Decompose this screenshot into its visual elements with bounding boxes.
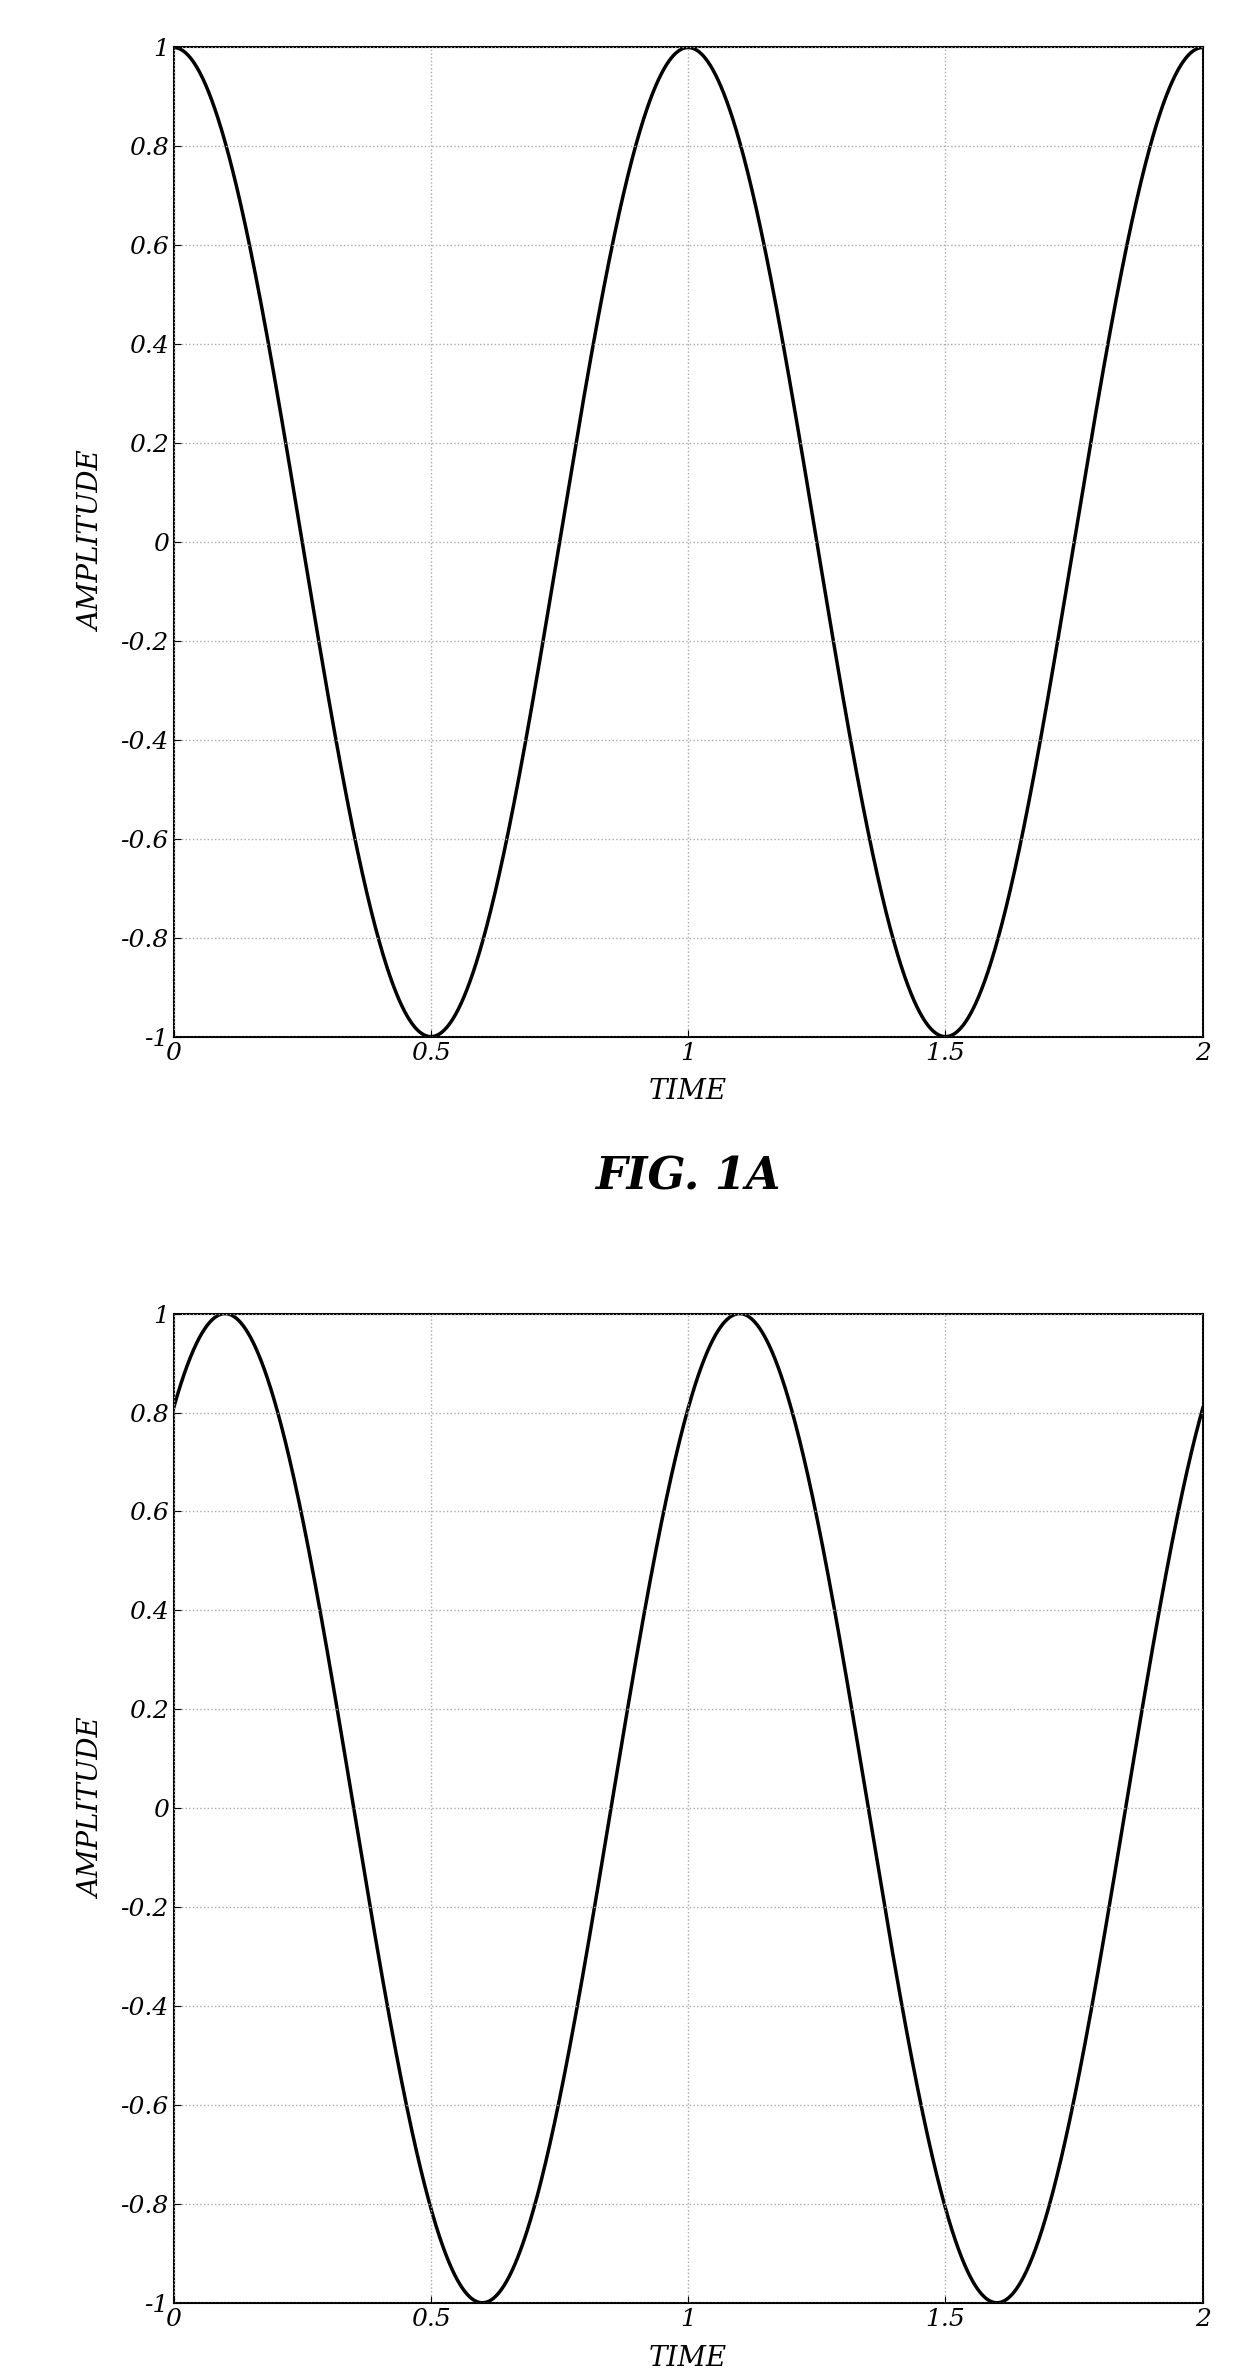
Text: FIG. 1A: FIG. 1A: [595, 1156, 781, 1199]
X-axis label: TIME: TIME: [649, 1078, 728, 1106]
Y-axis label: AMPLITUDE: AMPLITUDE: [79, 1719, 107, 1899]
X-axis label: TIME: TIME: [649, 2346, 728, 2372]
Y-axis label: AMPLITUDE: AMPLITUDE: [79, 451, 107, 631]
